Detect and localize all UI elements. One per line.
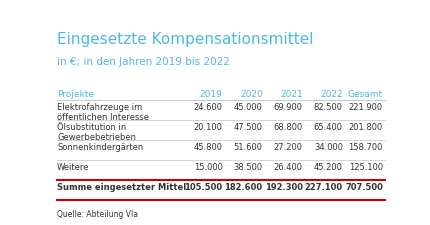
Text: Eingesetzte Kompensationsmittel: Eingesetzte Kompensationsmittel bbox=[57, 32, 313, 47]
Text: 182.600: 182.600 bbox=[224, 182, 262, 191]
Text: 2021: 2021 bbox=[280, 89, 302, 98]
Text: Elektrofahrzeuge im
öffentlichen Interesse: Elektrofahrzeuge im öffentlichen Interes… bbox=[57, 102, 149, 122]
Text: 27.200: 27.200 bbox=[273, 142, 302, 151]
Text: 221.900: 221.900 bbox=[348, 102, 382, 111]
Text: Sonnenkindergärten: Sonnenkindergärten bbox=[57, 142, 143, 151]
Text: 20.100: 20.100 bbox=[193, 122, 222, 131]
Text: 105.500: 105.500 bbox=[184, 182, 222, 191]
Text: Gesamt: Gesamt bbox=[347, 89, 382, 98]
Text: 34.000: 34.000 bbox=[313, 142, 342, 151]
Text: 65.400: 65.400 bbox=[313, 122, 342, 131]
Text: 201.800: 201.800 bbox=[348, 122, 382, 131]
Text: 192.300: 192.300 bbox=[264, 182, 302, 191]
Text: Weitere: Weitere bbox=[57, 162, 89, 171]
Text: Quelle: Abteilung VIa: Quelle: Abteilung VIa bbox=[57, 209, 138, 218]
Text: 45.800: 45.800 bbox=[193, 142, 222, 151]
Text: 2019: 2019 bbox=[199, 89, 222, 98]
Text: 38.500: 38.500 bbox=[233, 162, 262, 171]
Text: 707.500: 707.500 bbox=[344, 182, 382, 191]
Text: 227.100: 227.100 bbox=[304, 182, 342, 191]
Text: 69.900: 69.900 bbox=[273, 102, 302, 111]
Text: 125.100: 125.100 bbox=[348, 162, 382, 171]
Text: 24.600: 24.600 bbox=[193, 102, 222, 111]
Text: 47.500: 47.500 bbox=[233, 122, 262, 131]
Text: 15.000: 15.000 bbox=[193, 162, 222, 171]
Text: 51.600: 51.600 bbox=[233, 142, 262, 151]
Text: 26.400: 26.400 bbox=[273, 162, 302, 171]
Text: Ölsubstitution in
Gewerbebetrieben: Ölsubstitution in Gewerbebetrieben bbox=[57, 122, 136, 142]
Text: 2020: 2020 bbox=[240, 89, 262, 98]
Text: 45.000: 45.000 bbox=[233, 102, 262, 111]
Text: 82.500: 82.500 bbox=[313, 102, 342, 111]
Text: 158.700: 158.700 bbox=[348, 142, 382, 151]
Text: in €; in den Jahren 2019 bis 2022: in €; in den Jahren 2019 bis 2022 bbox=[57, 56, 230, 66]
Text: 45.200: 45.200 bbox=[313, 162, 342, 171]
Text: 2022: 2022 bbox=[319, 89, 342, 98]
Text: Projekte: Projekte bbox=[57, 89, 94, 98]
Text: 68.800: 68.800 bbox=[273, 122, 302, 131]
Text: Summe eingesetzter Mittel: Summe eingesetzter Mittel bbox=[57, 182, 186, 191]
